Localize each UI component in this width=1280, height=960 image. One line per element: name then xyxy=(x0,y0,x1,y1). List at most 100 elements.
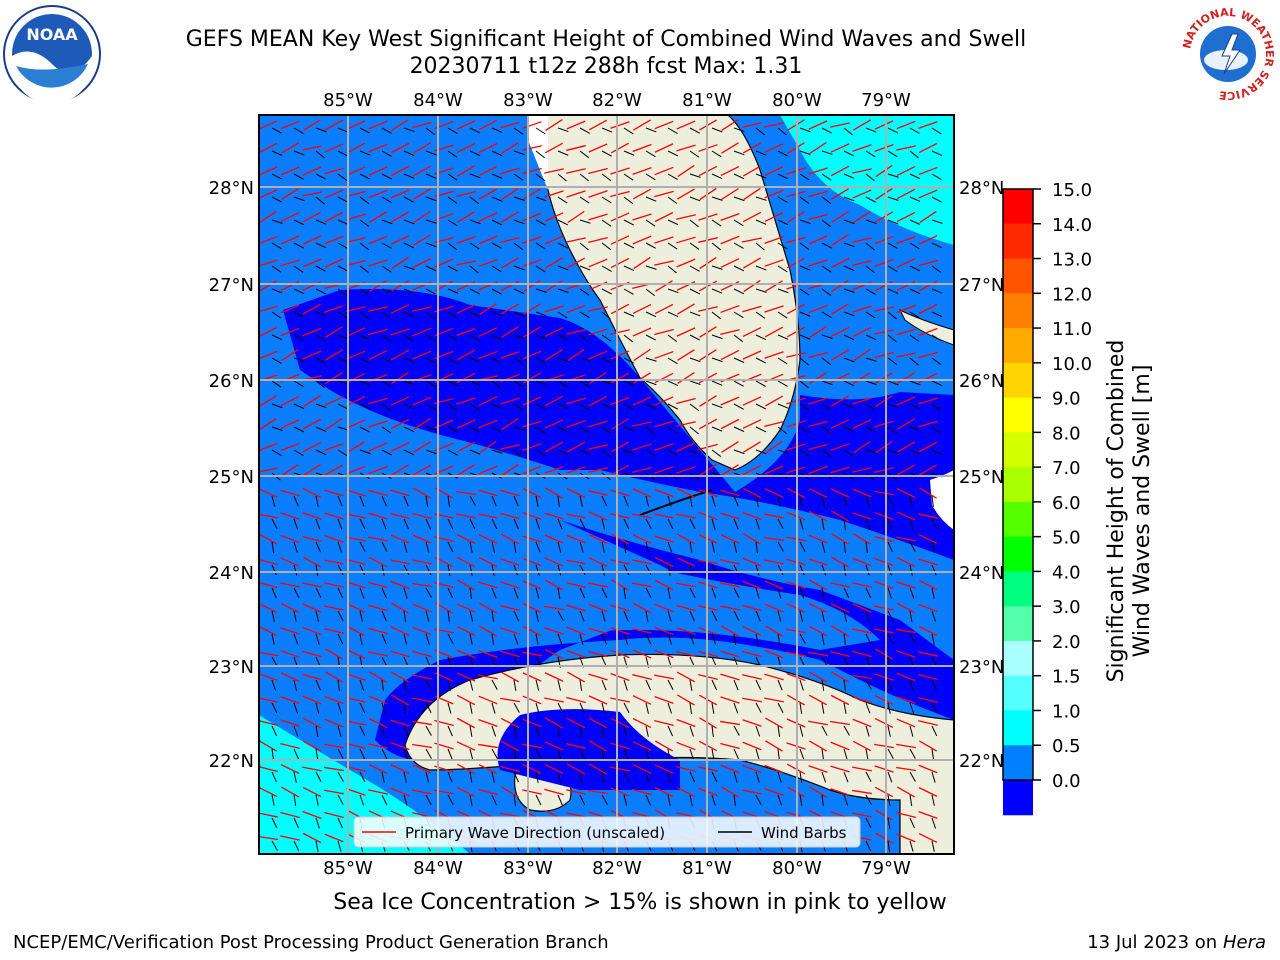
wind-barb xyxy=(491,265,502,273)
wave-direction-arrow xyxy=(390,534,410,544)
wind-barb xyxy=(469,380,481,386)
wind-barb xyxy=(293,587,300,599)
colorbar-tick-label: 4.0 xyxy=(1052,562,1081,583)
wind-barb xyxy=(843,311,855,317)
wave-direction-arrow xyxy=(325,417,343,431)
wave-direction-arrow xyxy=(918,235,938,245)
wave-direction-arrow xyxy=(654,143,674,153)
wave-direction-arrow xyxy=(259,142,278,154)
wind-barb xyxy=(447,127,458,135)
wind-barb xyxy=(887,403,899,409)
wind-barb xyxy=(403,771,407,783)
wave-direction-arrow xyxy=(896,743,916,749)
wave-direction-arrow xyxy=(654,211,674,223)
wind-barb xyxy=(645,334,656,341)
colorbar-segment xyxy=(1003,189,1033,225)
wind-barb xyxy=(271,817,278,829)
wave-direction-arrow xyxy=(654,535,674,543)
wind-barb xyxy=(843,748,848,760)
colorbar-tick-label: 0.5 xyxy=(1052,736,1081,757)
wave-direction-arrow xyxy=(259,350,278,360)
wind-barb xyxy=(667,380,679,387)
chart-subtitle: 20230711 t12z 288h fcst Max: 1.31 xyxy=(409,54,803,79)
wind-barb xyxy=(425,725,432,736)
wind-barb xyxy=(931,426,942,434)
wave-direction-arrow xyxy=(720,559,740,565)
wind-barb xyxy=(579,357,591,362)
wind-barb xyxy=(865,426,877,433)
wind-barb xyxy=(821,426,832,435)
wave-direction-arrow xyxy=(742,650,762,658)
wind-barb xyxy=(865,357,877,362)
wind-barb xyxy=(403,150,415,157)
wind-barb xyxy=(865,127,877,133)
wind-barb xyxy=(513,127,524,135)
wave-direction-arrow xyxy=(742,464,762,476)
wave-direction-arrow xyxy=(632,764,652,774)
wave-direction-arrow xyxy=(544,627,564,635)
wave-direction-arrow xyxy=(720,418,740,430)
wind-barb xyxy=(381,702,386,714)
wind-barb xyxy=(491,219,503,226)
wave-direction-arrow xyxy=(676,236,696,244)
wind-barb xyxy=(579,771,583,783)
wave-direction-arrow xyxy=(302,603,322,613)
wave-direction-arrow xyxy=(588,190,608,198)
wind-barb xyxy=(557,219,569,226)
wind-barb xyxy=(689,242,700,250)
wind-barb xyxy=(315,541,321,553)
wave-direction-arrow xyxy=(830,556,850,568)
map-frame xyxy=(258,114,955,855)
wind-barb xyxy=(315,127,327,133)
wave-direction-arrow xyxy=(852,557,872,567)
wave-direction-arrow xyxy=(720,650,740,658)
wind-barb xyxy=(425,288,436,295)
wave-direction-arrow xyxy=(478,419,498,429)
wind-barb xyxy=(821,242,833,249)
wind-barb xyxy=(909,610,913,622)
wind-barb xyxy=(887,357,898,365)
wave-direction-arrow xyxy=(478,743,498,749)
wave-direction-arrow xyxy=(764,764,784,774)
wind-barb xyxy=(821,679,825,691)
wind-barb xyxy=(777,380,788,387)
wave-direction-arrow xyxy=(368,536,388,542)
wave-direction-arrow xyxy=(456,672,476,682)
wave-direction-arrow xyxy=(588,695,608,705)
wind-barb xyxy=(513,495,519,507)
colorbar-tick-label: 9.0 xyxy=(1052,389,1081,410)
wave-direction-arrow xyxy=(259,720,278,727)
wave-direction-arrow xyxy=(830,488,850,498)
wave-direction-arrow xyxy=(874,511,894,521)
wave-direction-arrow xyxy=(259,533,278,545)
wind-barb xyxy=(315,265,326,272)
wind-barb xyxy=(315,150,325,159)
colorbar-tick-label: 15.0 xyxy=(1052,180,1092,201)
wind-barb xyxy=(689,748,694,760)
wind-barb xyxy=(425,311,435,320)
wind-barb xyxy=(469,127,481,134)
wind-barb xyxy=(337,564,344,575)
wind-barb xyxy=(843,334,855,341)
wind-barb xyxy=(689,426,699,435)
wave-direction-arrow xyxy=(677,188,695,200)
colorbar-segment xyxy=(1003,640,1033,677)
wind-barb xyxy=(513,748,517,760)
wave-direction-arrow xyxy=(346,603,366,613)
wind-barb xyxy=(557,334,569,341)
wind-barb xyxy=(491,794,497,806)
wind-barb xyxy=(513,288,525,295)
wind-barb xyxy=(887,150,898,158)
wind-barb xyxy=(711,127,723,133)
wind-barb xyxy=(403,265,415,270)
wave-direction-arrow xyxy=(280,557,300,567)
wind-barb xyxy=(293,633,299,645)
wind-barb xyxy=(381,288,393,294)
wave-direction-arrow xyxy=(874,535,894,543)
wave-direction-arrow xyxy=(478,235,498,245)
wave-direction-arrow xyxy=(500,303,520,315)
wind-barb xyxy=(689,288,701,295)
wind-barb xyxy=(469,518,476,530)
wind-barb xyxy=(865,242,875,251)
wind-barb xyxy=(601,150,612,157)
